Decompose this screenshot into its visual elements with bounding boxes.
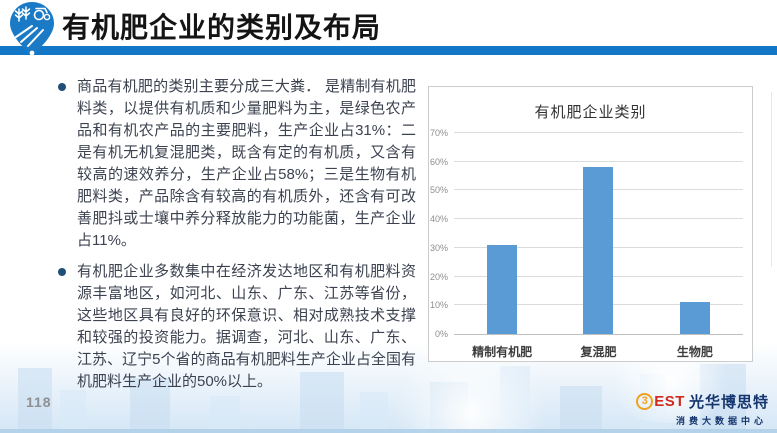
bar-slot: [454, 133, 550, 334]
watermark-building: [130, 378, 170, 430]
page-number: 118: [26, 394, 52, 410]
bullet-text: 有机肥企业多数集中在经济发达地区和有机肥料资源丰富地区，如河北、山东、广东、江苏…: [77, 263, 416, 390]
watermark-building: [560, 386, 602, 430]
bar-chart: 有机肥企业类别 0% 10% 20% 30% 40% 50% 60% 70% 精制有机肥 复混肥…: [428, 86, 753, 362]
watermark-building: [60, 390, 86, 430]
watermark-building: [18, 368, 52, 430]
gridline: [454, 160, 743, 162]
brand-est-text: EST: [654, 393, 685, 410]
bullet-text: 商品有机肥的类别主要分成三大粪． 是精制有机肥料类，以提供有机质和少量肥料为主，…: [77, 78, 416, 249]
chart-y-axis: 0% 10% 20% 30% 40% 50% 60% 70%: [429, 128, 451, 339]
y-tick-label: 30%: [429, 242, 448, 253]
right-edge-line: [771, 92, 772, 267]
y-tick-label: 50%: [429, 185, 448, 196]
chart-bars: [454, 133, 743, 334]
y-tick-label: 20%: [429, 271, 448, 282]
brand-row: 3 EST 光华博思特: [636, 391, 769, 412]
best-circle-icon: 3: [636, 393, 654, 410]
y-tick-label: 40%: [429, 214, 448, 225]
bottom-strip: [0, 429, 777, 433]
chart-x-axis: 精制有机肥 复混肥 生物肥: [454, 343, 743, 360]
page-title: 有机肥企业的类别及布局: [62, 12, 382, 43]
bar-复混肥: [583, 167, 614, 334]
y-tick-label: 10%: [429, 300, 448, 311]
watermark-building: [210, 396, 240, 430]
bullet-item: 有机肥企业多数集中在经济发达地区和有机肥料资源丰富地区，如河北、山东、广东、江苏…: [58, 261, 416, 393]
y-tick-label: 70%: [429, 128, 448, 138]
y-tick-label: 60%: [429, 156, 448, 167]
bar-slot: [550, 133, 646, 334]
x-tick-label: 复混肥: [580, 345, 617, 359]
bullet-dot-icon: [58, 83, 66, 91]
bar-slot: [647, 133, 743, 334]
agriculture-pin-logo-icon: [10, 2, 54, 56]
brand-subtitle: 消费大数据中心: [675, 416, 767, 426]
body-text-block: 商品有机肥的类别主要分成三大粪． 是精制有机肥料类，以提供有机质和少量肥料为主，…: [58, 76, 416, 402]
bar-生物肥: [679, 302, 710, 334]
brand-logo: 3 EST 光华博思特 消费大数据中心: [636, 391, 769, 427]
x-tick-label: 生物肥: [676, 345, 713, 359]
chart-title: 有机肥企业类别: [534, 104, 647, 121]
bullet-dot-icon: [58, 268, 66, 276]
gridline: [454, 132, 743, 133]
header-accent-bar: [0, 46, 777, 55]
y-tick-label: 0%: [434, 329, 448, 339]
chart-plot: [454, 132, 743, 335]
watermark-building: [300, 372, 344, 430]
bullet-item: 商品有机肥的类别主要分成三大粪． 是精制有机肥料类，以提供有机质和少量肥料为主，…: [58, 76, 416, 252]
brand-name-text: 光华博思特: [688, 394, 769, 411]
bar-精制有机肥: [487, 245, 518, 334]
x-tick-label: 精制有机肥: [472, 345, 533, 359]
